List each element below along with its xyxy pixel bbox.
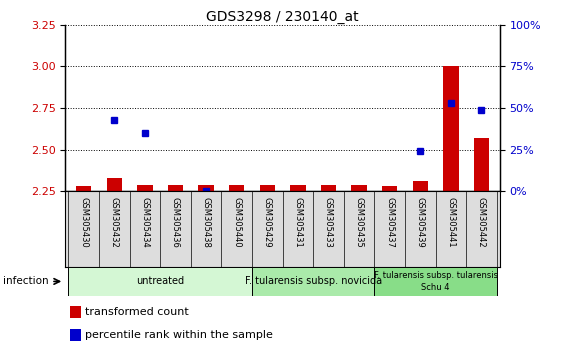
- Text: F. tularensis subsp. novicida: F. tularensis subsp. novicida: [245, 276, 382, 286]
- Text: GSM305432: GSM305432: [110, 197, 119, 248]
- Text: GSM305436: GSM305436: [171, 197, 180, 248]
- Bar: [443, 66, 458, 191]
- Text: GSM305434: GSM305434: [140, 197, 149, 248]
- Text: GSM305433: GSM305433: [324, 197, 333, 248]
- Text: GSM305437: GSM305437: [385, 197, 394, 248]
- Bar: [76, 186, 91, 191]
- Text: transformed count: transformed count: [85, 307, 189, 317]
- Text: infection: infection: [3, 276, 48, 286]
- Bar: [321, 184, 336, 191]
- FancyBboxPatch shape: [374, 267, 497, 296]
- Bar: [198, 184, 214, 191]
- Text: GSM305442: GSM305442: [477, 197, 486, 248]
- Title: GDS3298 / 230140_at: GDS3298 / 230140_at: [206, 10, 359, 24]
- Text: GSM305435: GSM305435: [354, 197, 364, 248]
- Text: F. tularensis subsp. tularensis: F. tularensis subsp. tularensis: [374, 271, 498, 280]
- Text: untreated: untreated: [136, 276, 184, 286]
- Text: GSM305438: GSM305438: [202, 197, 211, 248]
- Text: GSM305440: GSM305440: [232, 197, 241, 248]
- Bar: [70, 329, 81, 341]
- FancyBboxPatch shape: [252, 267, 374, 296]
- Bar: [229, 184, 244, 191]
- Bar: [107, 178, 122, 191]
- Bar: [290, 184, 306, 191]
- Text: percentile rank within the sample: percentile rank within the sample: [85, 330, 273, 340]
- Bar: [352, 184, 367, 191]
- Bar: [260, 184, 275, 191]
- Bar: [70, 306, 81, 318]
- Text: GSM305429: GSM305429: [263, 197, 272, 248]
- Text: GSM305439: GSM305439: [416, 197, 425, 248]
- Text: GSM305441: GSM305441: [446, 197, 456, 248]
- FancyBboxPatch shape: [68, 267, 252, 296]
- Bar: [382, 186, 398, 191]
- Bar: [168, 184, 183, 191]
- Text: Schu 4: Schu 4: [421, 283, 450, 292]
- Bar: [412, 181, 428, 191]
- Text: GSM305430: GSM305430: [79, 197, 88, 248]
- Bar: [137, 184, 153, 191]
- Text: GSM305431: GSM305431: [294, 197, 302, 248]
- Bar: [474, 138, 489, 191]
